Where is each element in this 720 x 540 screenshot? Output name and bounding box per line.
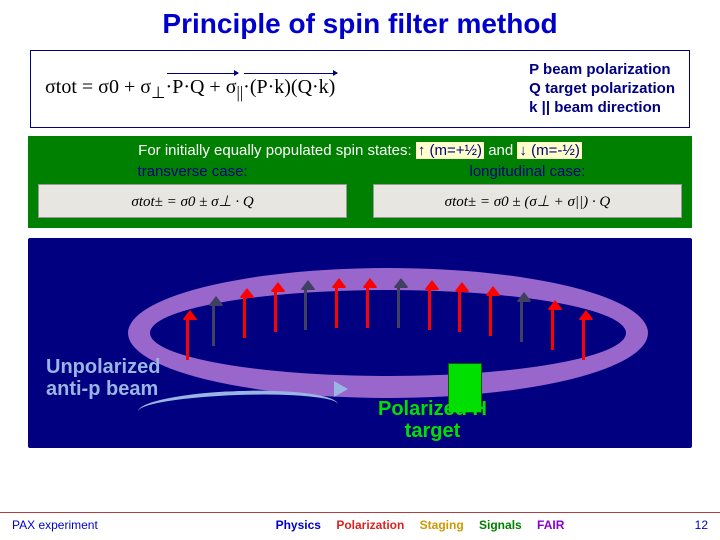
storage-ring xyxy=(128,268,648,398)
spin-arrow xyxy=(186,318,189,360)
beam-direction-arrow xyxy=(138,383,358,403)
spin-states-box: For initially equally populated spin sta… xyxy=(28,136,692,228)
beam-label: Unpolarizedanti-p beam xyxy=(46,356,160,400)
spin-arrow xyxy=(428,288,431,330)
transverse-equation: σtot± = σ0 ± σ⊥ · Q xyxy=(38,184,347,218)
spin-arrow xyxy=(335,286,338,328)
spin-states-intro: For initially equally populated spin sta… xyxy=(38,142,682,159)
longitudinal-equation: σtot± = σ0 ± (σ⊥ + σ||) · Q xyxy=(373,184,682,218)
spin-arrow xyxy=(304,288,307,330)
legend-p: P beam polarization xyxy=(529,61,675,80)
nav-staging[interactable]: Staging xyxy=(420,518,464,532)
target-label: Polarized Htarget xyxy=(378,398,487,442)
eq-term1: ·P·Q + σ xyxy=(166,76,237,99)
eq-perp: ⊥ xyxy=(151,83,166,102)
spin-arrow xyxy=(551,308,554,350)
spin-arrow xyxy=(489,294,492,336)
spin-arrow xyxy=(520,300,523,342)
legend-q: Q target polarization xyxy=(529,80,675,99)
experiment-name: PAX experiment xyxy=(12,518,172,532)
transverse-case: transverse case: σtot± = σ0 ± σ⊥ · Q xyxy=(38,163,347,218)
spin-arrow xyxy=(397,286,400,328)
longitudinal-case: longitudinal case: σtot± = σ0 ± (σ⊥ + σ|… xyxy=(373,163,682,218)
spin-arrow xyxy=(212,304,215,346)
nav-signals[interactable]: Signals xyxy=(479,518,522,532)
transverse-label: transverse case: xyxy=(38,163,347,180)
spin-arrow xyxy=(366,286,369,328)
nav-polarization[interactable]: Polarization xyxy=(336,518,404,532)
slide-title: Principle of spin filter method xyxy=(0,0,720,46)
footer-nav: Physics Polarization Staging Signals FAI… xyxy=(172,518,668,532)
equation-legend: P beam polarization Q target polarizatio… xyxy=(529,61,675,117)
eq-term2: ·(P·k)(Q·k) xyxy=(243,76,335,99)
spin-arrow xyxy=(582,318,585,360)
eq-para: || xyxy=(236,83,243,102)
spin-arrows xyxy=(168,278,608,388)
nav-physics[interactable]: Physics xyxy=(276,518,321,532)
eq-lhs: σtot = σ0 + σ xyxy=(45,76,151,98)
spin-arrow xyxy=(458,290,461,332)
longitudinal-label: longitudinal case: xyxy=(373,163,682,180)
spin-down: ↓ (m=-½) xyxy=(517,142,581,159)
sigma-tot-equation: σtot = σ0 + σ⊥·P·Q + σ||·(P·k)(Q·k) xyxy=(45,76,335,103)
page-number: 12 xyxy=(668,518,708,532)
legend-k: k || beam direction xyxy=(529,99,675,118)
spin-arrow xyxy=(243,296,246,338)
spin-arrow xyxy=(274,290,277,332)
nav-fair[interactable]: FAIR xyxy=(537,518,564,532)
storage-ring-diagram: Unpolarizedanti-p beam Polarized Htarget xyxy=(28,238,692,448)
spin-up: ↑ (m=+½) xyxy=(416,142,484,159)
slide-footer: PAX experiment Physics Polarization Stag… xyxy=(0,512,720,534)
total-cross-section-box: σtot = σ0 + σ⊥·P·Q + σ||·(P·k)(Q·k) P be… xyxy=(30,50,690,128)
